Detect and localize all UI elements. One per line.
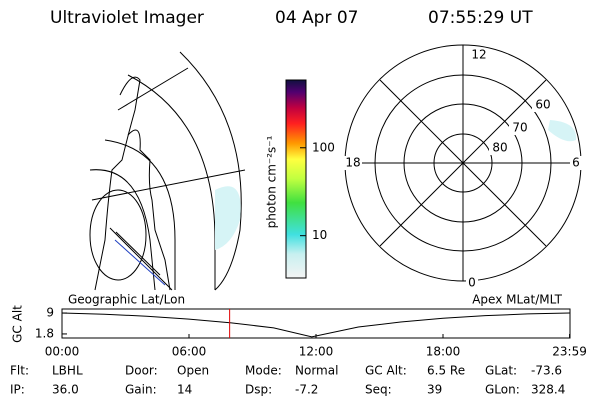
polar-label: Apex MLat/MLT (472, 293, 562, 307)
x-tick-label: 12:00 (299, 345, 334, 359)
colorbar-tick-label: 100 (312, 140, 335, 154)
field-label: Door: (125, 364, 158, 378)
field-value: Normal (295, 364, 338, 378)
field-label: GC Alt: (365, 364, 407, 378)
x-tick-label: 18:00 (426, 345, 461, 359)
colorbar-tick-label: 10 (312, 228, 327, 242)
field-label: Dsp: (245, 383, 272, 397)
field-value: 36.0 (52, 383, 79, 397)
field-label: GLat: (485, 364, 517, 378)
field-label: GLon: (485, 383, 520, 397)
field-value: 6.5 Re (427, 364, 465, 378)
polar-panel (342, 44, 582, 290)
x-tick-label: 00:00 (45, 345, 80, 359)
date: 04 Apr 07 (275, 8, 358, 28)
x-tick-label: 06:00 (172, 345, 207, 359)
x-tick-label: 23:59 (552, 345, 587, 359)
field-value: LBHL (52, 364, 83, 378)
field-label: IP: (10, 383, 25, 397)
field-label: Seq: (365, 383, 392, 397)
field-label: Flt: (10, 364, 29, 378)
mlt-label: 12 (471, 48, 486, 62)
field-value: -73.6 (531, 364, 562, 378)
timeline-frame (61, 308, 571, 339)
colorbar (285, 79, 307, 279)
field-label: Mode: (245, 364, 282, 378)
field-value: 39 (427, 383, 442, 397)
field-value: 14 (177, 383, 192, 397)
field-value: Open (177, 364, 209, 378)
mlat-label: 80 (492, 141, 507, 155)
map-label: Geographic Lat/Lon (68, 293, 185, 307)
colorbar-label: photon cm⁻²s⁻¹ (265, 135, 279, 228)
time: 07:55:29 UT (428, 8, 533, 28)
mlat-label: 60 (535, 98, 550, 112)
mlat-label: 70 (512, 121, 527, 135)
field-value: 328.4 (531, 383, 565, 397)
mlt-label: 6 (572, 156, 580, 170)
altitude-line (61, 312, 570, 338)
map-panel (89, 51, 246, 291)
mlt-label: 0 (468, 276, 476, 290)
timeline-ylabel: GC Alt (11, 305, 25, 343)
field-value: -7.2 (295, 383, 318, 397)
y-tick-label: 9 (46, 306, 54, 320)
instrument: Ultraviolet Imager (50, 8, 204, 28)
y-tick-label: 1.8 (35, 326, 54, 340)
mlt-label: 18 (345, 156, 360, 170)
field-label: Gain: (125, 383, 157, 397)
